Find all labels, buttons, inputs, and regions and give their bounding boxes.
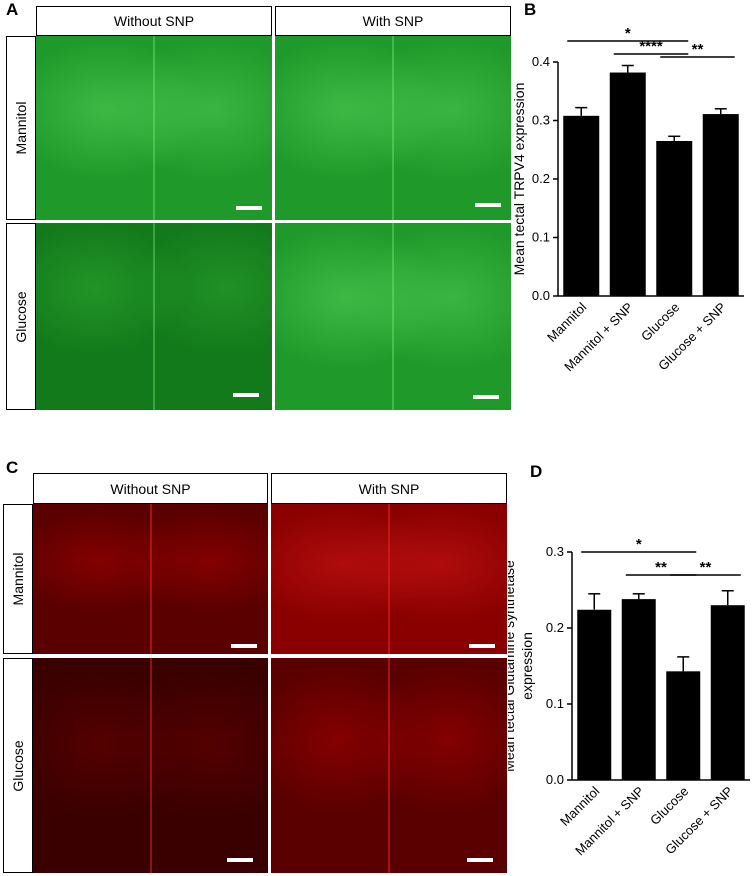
midline [153, 223, 155, 410]
panel-letter-a: A [6, 0, 19, 19]
micrograph-gs-glucose-with-snp [271, 658, 507, 873]
y-tick-label: 0.0 [532, 288, 550, 303]
micrograph-trpv4-glucose-without-snp [36, 223, 272, 410]
row-label-mannitol-c: Mannitol [3, 504, 33, 654]
row-label-glucose-c: Glucose [3, 658, 33, 873]
significance-label: * [625, 25, 631, 42]
y-tick-label: 0.3 [532, 113, 550, 128]
bar [609, 72, 646, 296]
x-tick-label: Glucose [647, 784, 691, 828]
significance-label: * [636, 536, 642, 553]
micrograph-gs-mannitol-with-snp [271, 504, 507, 654]
midline [392, 223, 394, 410]
scale-bar [236, 206, 262, 210]
scale-bar [233, 393, 259, 397]
bar [666, 671, 701, 780]
x-tick-label: Glucose [638, 300, 682, 344]
x-tick-label: Mannitol [544, 299, 589, 344]
y-tick-label: 0.3 [546, 544, 564, 559]
y-tick-label: 0.1 [532, 230, 550, 245]
scale-bar [231, 644, 257, 648]
bar [577, 609, 612, 780]
col-header-without-snp-a: Without SNP [36, 6, 272, 36]
scale-bar [473, 395, 499, 399]
micrograph-gs-mannitol-without-snp [33, 504, 268, 654]
panel-letter-d: D [530, 462, 543, 481]
row-label-mannitol-a: Mannitol [6, 36, 36, 220]
scale-bar [227, 858, 253, 862]
panel-letter-b: B [524, 0, 537, 19]
micrograph-trpv4-mannitol-without-snp [36, 36, 272, 220]
micrograph-trpv4-glucose-with-snp [275, 223, 511, 410]
bar [563, 115, 600, 296]
bar [621, 599, 656, 780]
bar-chart-trpv4: 0.0 0.1 0.2 0.3 0.4 Mean tectal TRPV4 express… [511, 25, 744, 374]
bar [710, 605, 745, 780]
significance-label: **** [639, 38, 663, 55]
micrograph-trpv4-mannitol-with-snp [275, 36, 511, 220]
y-axis-label: Mean tectal TRPV4 expression [511, 83, 527, 276]
midline [149, 504, 152, 654]
x-tick-label: Mannitol [557, 783, 602, 828]
bar [656, 140, 693, 296]
col-header-with-snp-c: With SNP [271, 473, 507, 504]
midline [388, 658, 390, 873]
micrograph-gs-glucose-without-snp [33, 658, 268, 873]
significance-label: ** [692, 41, 704, 58]
y-tick-label: 0.0 [546, 772, 564, 787]
significance-label: ** [655, 559, 667, 576]
y-tick-label: 0.2 [546, 620, 564, 635]
row-label-glucose-a: Glucose [6, 223, 36, 410]
col-header-with-snp-a: With SNP [275, 6, 511, 36]
y-tick-label: 0.1 [546, 696, 564, 711]
significance-label: ** [700, 559, 712, 576]
y-tick-label: 0.2 [532, 171, 550, 186]
scale-bar [475, 203, 501, 207]
bar [702, 114, 739, 296]
midline [388, 504, 390, 654]
y-tick-label: 0.4 [532, 54, 550, 69]
bar-chart-glutamine-synthetase: 0.0 0.1 0.2 0.3 Mean tectal Glutamine synthe… [508, 536, 750, 858]
panel-letter-c: C [6, 458, 19, 477]
y-axis-label: Mean tectal Glutamine synthetaseexpressi… [508, 560, 535, 772]
midline [153, 36, 155, 220]
midline [392, 36, 394, 220]
scale-bar [469, 644, 495, 648]
midline [149, 658, 152, 873]
scale-bar [467, 858, 493, 862]
col-header-without-snp-c: Without SNP [33, 473, 268, 504]
